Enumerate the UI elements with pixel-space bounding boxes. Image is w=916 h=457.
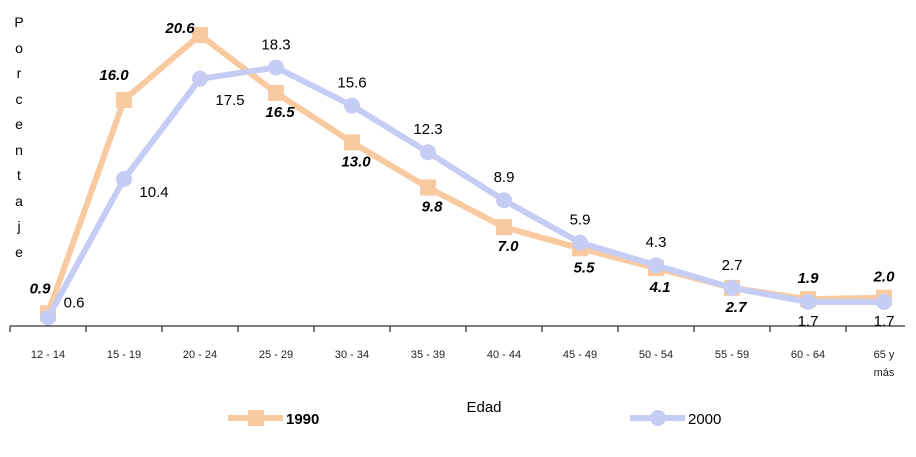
data-label: 2.0 [873, 269, 896, 286]
marker [724, 279, 740, 296]
legend-label: 1990 [286, 411, 319, 428]
marker [800, 293, 816, 310]
marker [648, 257, 664, 274]
marker [344, 134, 360, 151]
data-label: 15.6 [337, 75, 366, 92]
x-tick-label: 55 - 59 [714, 349, 750, 361]
data-label: 7.0 [498, 238, 520, 255]
data-label: 12.3 [413, 121, 442, 138]
marker [420, 144, 436, 161]
marker [116, 91, 132, 108]
marker [572, 234, 588, 251]
x-tick-label: 35 - 39 [410, 349, 446, 361]
data-label: 9.8 [422, 199, 444, 216]
x-tick-label: 20 - 24 [182, 349, 218, 361]
data-label: 4.1 [649, 279, 671, 296]
marker [420, 179, 436, 196]
data-label: 1.9 [798, 270, 820, 287]
data-label: 16.0 [99, 67, 129, 84]
data-label: 5.5 [574, 259, 596, 276]
data-label: 13.0 [341, 153, 371, 170]
data-label: 0.9 [30, 280, 52, 297]
x-tick-label: 45 - 49 [562, 349, 598, 361]
data-label: 4.3 [646, 234, 667, 251]
marker [496, 192, 512, 209]
data-label: 1.7 [798, 313, 819, 330]
marker [876, 293, 892, 310]
marker [344, 97, 360, 114]
x-tick-label: 15 - 19 [106, 349, 142, 361]
line [45, 64, 884, 319]
marker [268, 84, 284, 101]
marker [496, 219, 512, 236]
data-label: 1.7 [874, 313, 895, 330]
x-tick-label: 50 - 54 [638, 349, 674, 361]
x-tick-label: 25 - 29 [258, 349, 294, 361]
data-label: 16.5 [265, 104, 295, 121]
data-label: 0.6 [64, 294, 85, 311]
x-axis-label: Edad [466, 399, 501, 416]
marker [192, 27, 208, 43]
x-tick-label: 60 - 64 [790, 349, 826, 361]
data-label: 8.9 [494, 169, 515, 186]
x-tick-label: 40 - 44 [486, 349, 522, 361]
marker [192, 70, 208, 87]
marker [268, 59, 284, 76]
x-tick-label: 30 - 34 [334, 349, 370, 361]
legend-marker [248, 410, 264, 426]
data-label: 5.9 [570, 212, 591, 229]
legend-label: 2000 [688, 411, 721, 428]
x-tick-label: 12 - 14 [30, 349, 66, 361]
y-axis-label: Porcentaje [14, 14, 24, 260]
data-label: 10.4 [139, 184, 168, 201]
data-label: 17.5 [215, 92, 244, 109]
legend-marker [650, 410, 666, 426]
x-tick-label: 65 y más [873, 349, 895, 379]
marker [116, 171, 132, 188]
marker [40, 309, 56, 326]
data-label: 18.3 [261, 36, 290, 53]
data-label: 2.7 [725, 299, 748, 316]
data-label: 20.6 [164, 20, 195, 37]
data-label: 2.7 [722, 257, 743, 274]
